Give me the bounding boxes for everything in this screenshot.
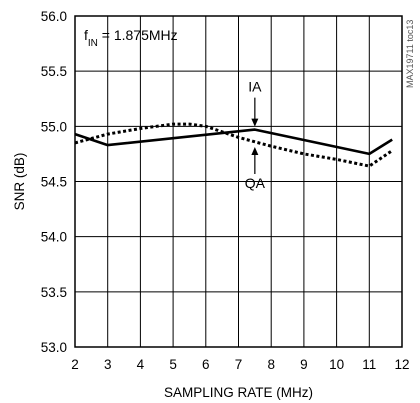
series-layer xyxy=(74,122,394,168)
x-tick-label: 2 xyxy=(71,357,79,372)
arrow-head xyxy=(251,146,259,155)
series-labels: IA QA xyxy=(245,79,266,191)
x-tick-label: 5 xyxy=(169,357,177,372)
x-tick-label: 4 xyxy=(137,357,145,372)
plot-frame xyxy=(74,15,403,348)
y-tick-label: 56.0 xyxy=(41,9,67,24)
x-tick-label: 3 xyxy=(104,357,112,372)
x-axis-label: SAMPLING RATE (MHz) xyxy=(164,385,313,400)
series-label-ia: IA xyxy=(248,79,262,127)
x-tick-label: 12 xyxy=(394,357,409,372)
y-tick-label: 53.0 xyxy=(41,340,67,355)
series-line-qa xyxy=(74,122,394,168)
x-tick-label: 8 xyxy=(267,357,275,372)
figure-id-watermark: MAX19711 toc13 xyxy=(405,20,415,88)
series-label-qa: QA xyxy=(245,146,266,191)
x-tick-labels: 2 3 4 5 6 7 8 9 10 11 12 xyxy=(71,357,409,372)
x-tick-label: 10 xyxy=(329,357,344,372)
y-tick-label: 55.0 xyxy=(41,119,67,134)
y-tick-label: 54.0 xyxy=(41,230,67,245)
x-tick-label: 6 xyxy=(202,357,210,372)
series-label-text: IA xyxy=(248,79,262,95)
x-tick-label: 11 xyxy=(362,357,376,372)
input-frequency-annotation: fIN = 1.875MHz xyxy=(84,27,178,49)
annotation-subscript: IN xyxy=(88,38,98,49)
y-tick-label: 55.5 xyxy=(41,64,67,79)
x-tick-label: 7 xyxy=(235,357,243,372)
y-tick-label: 53.5 xyxy=(41,285,67,300)
y-tick-labels: 53.0 53.5 54.0 54.5 55.0 55.5 56.0 xyxy=(41,9,67,355)
y-axis-label: SNR (dB) xyxy=(12,153,27,211)
y-tick-label: 54.5 xyxy=(41,175,67,190)
x-tick-label: 9 xyxy=(300,357,308,372)
arrow-head xyxy=(251,118,259,127)
grid xyxy=(74,15,403,348)
series-label-text: QA xyxy=(245,175,266,191)
series-line-ia xyxy=(74,128,393,156)
annotation-prefix: f xyxy=(84,27,88,43)
annotation-value: = 1.875MHz xyxy=(98,27,178,43)
